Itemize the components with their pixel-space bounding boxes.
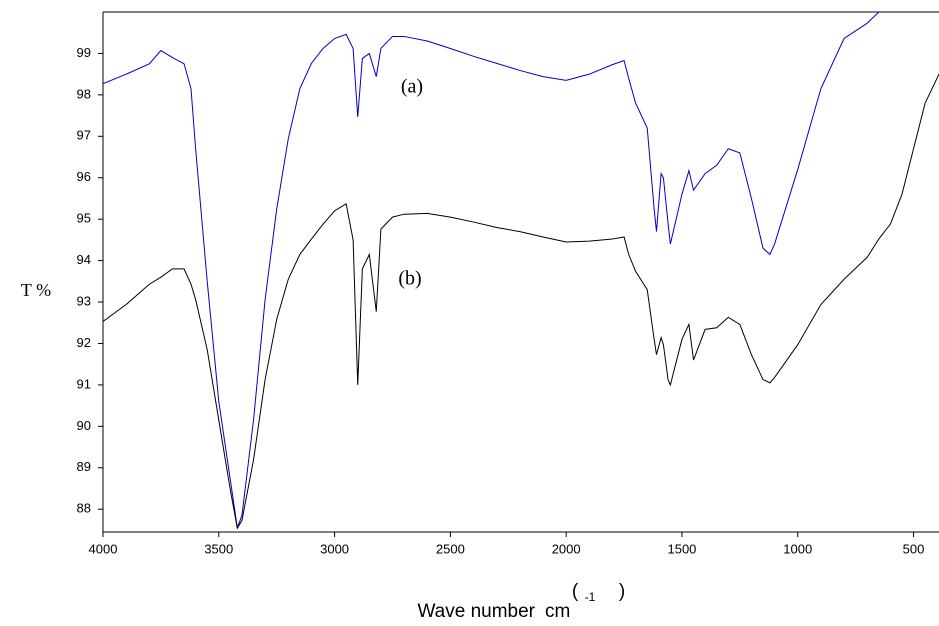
x-axis-unit-close: ) bbox=[619, 581, 625, 602]
spectrum-line bbox=[103, 73, 939, 530]
x-tick-label: 1000 bbox=[783, 541, 812, 556]
x-tick-label: 3500 bbox=[204, 541, 233, 556]
y-tick-label: 93 bbox=[77, 293, 91, 308]
x-axis-unit-exp: -1 bbox=[585, 590, 596, 604]
x-tick-label: 3000 bbox=[320, 541, 349, 556]
y-tick-label: 96 bbox=[77, 169, 91, 184]
y-tick-label: 90 bbox=[77, 418, 91, 433]
x-axis-unit: cm bbox=[545, 601, 570, 622]
series-label: (a) bbox=[401, 76, 423, 98]
y-tick-label: 88 bbox=[77, 501, 91, 516]
y-axis-label: T % bbox=[21, 280, 51, 300]
y-tick-label: 91 bbox=[77, 376, 91, 391]
y-tick-label: 95 bbox=[77, 211, 91, 226]
x-tick-label: 2000 bbox=[552, 541, 581, 556]
spectrum-line bbox=[103, 12, 880, 529]
x-tick-label: 2500 bbox=[436, 541, 465, 556]
x-tick-label: 1500 bbox=[667, 541, 696, 556]
series-label: (b) bbox=[398, 268, 421, 290]
y-tick-label: 89 bbox=[77, 459, 91, 474]
y-tick-label: 92 bbox=[77, 335, 91, 350]
x-tick-label: 500 bbox=[903, 541, 925, 556]
y-tick-label: 98 bbox=[77, 86, 91, 101]
y-tick-label: 99 bbox=[77, 45, 91, 60]
x-axis-unit-open: ( bbox=[572, 581, 579, 602]
y-tick-label: 97 bbox=[77, 128, 91, 143]
x-tick-label: 4000 bbox=[89, 541, 118, 556]
x-axis-label: Wave number bbox=[417, 601, 535, 622]
y-tick-label: 94 bbox=[77, 252, 91, 267]
